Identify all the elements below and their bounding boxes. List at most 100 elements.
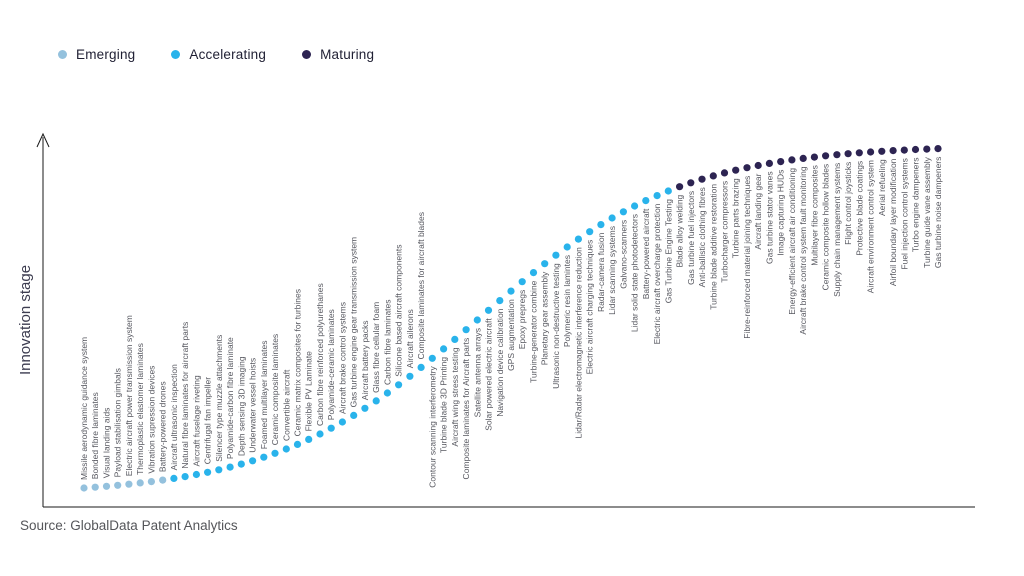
data-point [541,260,549,268]
data-point-label: Blade alloy welding [675,194,685,267]
data-point-label: Vibration supression devices [146,366,156,474]
data-point [428,354,436,362]
data-point [743,164,751,172]
data-point-label: Solar powered electric aircraft [484,318,494,431]
data-point [496,297,504,305]
data-point-label: Ultrasonic non-destructive testing [551,263,561,389]
data-point-label: Image capturing HUDs [776,170,786,256]
data-point-label: Lidar scanning systems [607,226,617,315]
data-point [451,335,459,343]
data-point-label: Polyamide-carbon fibre laminate [225,337,235,459]
data-point-label: Lidar solid state photodetectors [630,214,640,332]
data-point-label: GPS augmentation [506,299,516,371]
data-point [350,411,358,419]
data-point-label: Ceramic composite laminates [270,334,280,445]
legend-dot-icon [171,50,181,59]
data-point-label: Turbine parts brazing [731,178,741,258]
data-point-label: Turbo engine dampeners [911,158,921,253]
data-point-label: Depth sensing 3D imaging [236,356,246,456]
data-point-label: Electric aircraft overcharge protection [652,203,662,344]
data-point-label: Aircraft fuselage riveting [191,375,201,466]
data-point-label: Bonded fibre laminates [90,392,100,479]
data-point [159,476,167,484]
legend: Emerging Accelerating Maturing [58,47,374,62]
data-point-label: Composite laminates for aircraft blades [416,212,426,359]
data-point-label: Aircraft brake control systems [337,302,347,414]
data-point [192,470,200,479]
data-point-label: Planetary gear assembly [540,271,550,365]
data-point [338,418,346,426]
data-point [383,389,391,397]
y-axis-title: Innovation stage [17,264,34,376]
data-point [114,481,122,489]
data-point-label: Turbocharger compressors [720,181,730,283]
data-point [204,468,212,476]
data-point [698,175,706,183]
data-point [878,147,886,155]
data-point [181,473,189,481]
data-point [327,424,335,432]
data-point-label: Aircraft brake control system fault moni… [798,166,808,334]
data-point [484,306,493,314]
data-point-label: Foamed multilayer laminates [259,341,269,450]
data-point-label: Gas turbine engine gear transmission sys… [349,237,359,408]
data-point-label: Payload stabilisation gimbals [113,368,123,477]
data-point-label: Epoxy prepregs [517,290,527,350]
data-point-label: Missile aerodynamic guidance system [79,337,89,480]
data-point-label: Polymeric resin lamintes [562,255,572,347]
data-point-label: Composite laminates for Aircraft parts [461,338,471,480]
data-point [282,445,290,453]
data-point-label: Aircraft battery packs [360,320,370,400]
data-point-label: Carbon fibre reinforced polyurethanes [315,283,325,426]
data-point [664,187,672,195]
data-point [361,404,369,412]
data-point-label: Aircraft ultrasonic inspection [169,364,179,471]
data-point-label: Gas Turbine Engine Testing [663,199,673,304]
data-point [889,147,897,155]
data-point-label: Turbine blade 3D Printing [439,357,449,453]
data-point [867,148,875,156]
data-point-label: Gas turbine fuel injectors [686,191,696,285]
data-point [170,474,178,482]
data-point-label: Energy-efficient aircraft air conditioni… [787,168,797,315]
data-point-label: Aircraft ailerons [405,309,415,368]
data-point-label: Multilayer fibre composites [809,165,819,266]
legend-label: Maturing [320,47,375,62]
data-point-label: Turbine-generator combine [529,280,539,382]
data-point [147,478,155,486]
data-point-label: Carbon fibre laminates [382,299,392,385]
data-point [676,183,684,191]
data-point-label: Gas turbine noise dampeners [933,157,943,269]
data-point [462,326,470,334]
data-point-label: Electric aircraft power transmission sys… [124,315,134,476]
data-point [732,166,740,174]
data-point-label: Turbine blade additive restoration [708,184,718,310]
source-attribution: Source: GlobalData Patent Analytics [20,518,238,533]
data-point [810,153,819,161]
legend-label: Emerging [76,47,136,62]
data-point [316,430,324,438]
data-point [631,202,639,210]
data-point [440,345,448,353]
data-point [226,463,234,471]
legend-item-emerging: Emerging [58,47,135,62]
data-point-label: Gas turbine stator vanes [764,171,774,264]
data-point [80,484,88,492]
data-point [720,169,729,177]
data-point-label: Visual landing aids [102,408,112,479]
data-point [305,435,313,443]
data-point-label: Contour scanning interferometry [427,366,437,488]
data-point [642,197,650,205]
data-point-label: Glass fibre cellular foam [371,302,381,393]
data-point [754,161,762,170]
legend-dot-icon [58,50,67,59]
data-point [788,156,796,164]
data-point [372,397,380,405]
data-point [608,214,616,222]
data-point-label: Aircraft environment control system [866,160,876,293]
data-point-label: Battery-powered drones [158,381,168,472]
data-point [293,440,302,448]
data-point-label: Flight control joysticks [843,162,853,245]
